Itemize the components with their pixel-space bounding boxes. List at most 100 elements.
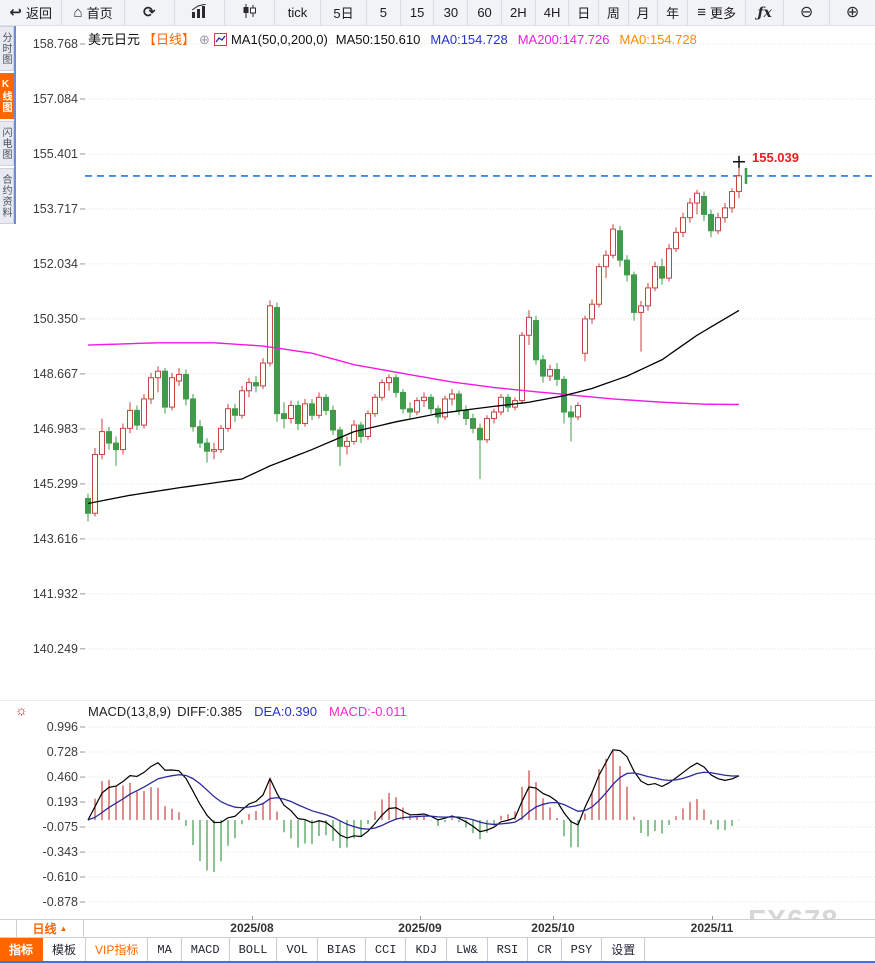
refresh-button[interactable]: ⟳ bbox=[125, 0, 175, 25]
tab-boll[interactable]: BOLL bbox=[230, 938, 278, 961]
sidebar-tab-timeshare[interactable]: 分时图 bbox=[0, 26, 14, 71]
indicator-fx-button[interactable]: ƒx bbox=[746, 0, 785, 25]
back-button[interactable]: ↩ 返回 bbox=[0, 0, 63, 25]
period-week-button-label: 周 bbox=[606, 6, 620, 21]
sidebar-tab-lightning[interactable]: 闪电图 bbox=[0, 121, 14, 166]
x-axis-date-label: 2025/11 bbox=[690, 921, 734, 935]
period-15-button[interactable]: 15 bbox=[401, 0, 435, 25]
candlestick-type-button[interactable] bbox=[225, 0, 275, 25]
tab-indicator[interactable]: 指标 bbox=[0, 938, 44, 961]
tab-vol[interactable]: VOL bbox=[277, 938, 319, 961]
macd-axis-label: 0.728 bbox=[47, 745, 78, 759]
main-grid: 158.768 157.084 155.401 153.717 152.034 150.3… bbox=[33, 37, 875, 656]
zoom-out-button[interactable]: ⊖ bbox=[784, 0, 831, 25]
tab-psy[interactable]: PSY bbox=[562, 938, 603, 961]
period-4h-button[interactable]: 4H bbox=[536, 0, 570, 25]
macd-settings-icon[interactable]: ☼ bbox=[15, 702, 28, 718]
period-4h-button-label: 4H bbox=[543, 5, 561, 20]
ma0-blue-value: MA0:154.728 bbox=[430, 32, 508, 47]
price-axis-label: 143.616 bbox=[33, 532, 78, 546]
x-axis-tick bbox=[553, 916, 554, 920]
price-axis-label: 153.717 bbox=[33, 202, 78, 216]
ma50-value: MA50:150.610 bbox=[335, 32, 421, 47]
price-axis-label: 152.034 bbox=[33, 257, 78, 271]
period-day-button-label: 日 bbox=[577, 6, 591, 21]
tab-template[interactable]: 模板 bbox=[43, 938, 87, 961]
home-button[interactable]: ⌂ 首页 bbox=[62, 0, 125, 25]
period-60-button-label: 60 bbox=[477, 5, 492, 20]
tab-cci[interactable]: CCI bbox=[366, 938, 407, 961]
sidebar-tab-kline[interactable]: K线图 bbox=[0, 73, 14, 119]
period-30-button[interactable]: 30 bbox=[434, 0, 469, 25]
more-button[interactable]: ≡ 更多 bbox=[688, 0, 747, 25]
chart-type-sidebar: 分时图 K线图闪电图合约资料 bbox=[0, 26, 16, 224]
tab-macd[interactable]: MACD bbox=[182, 938, 230, 961]
last-price-marker bbox=[733, 155, 748, 184]
macd-axis-label: -0.610 bbox=[43, 870, 78, 884]
period-month-button[interactable]: 月 bbox=[629, 0, 659, 25]
period-60-button[interactable]: 60 bbox=[468, 0, 502, 25]
ma200-value: MA200:147.726 bbox=[517, 32, 610, 47]
price-axis-label: 157.084 bbox=[33, 92, 78, 106]
period-week-button[interactable]: 周 bbox=[599, 0, 629, 25]
top-toolbar: ↩ 返回 ⌂ 首页 ⟳ tick 5日 5 15 30 60 2H 4H 日周月年 ≡ 更多 ƒx ⊖ ⊕ bbox=[0, 0, 875, 26]
tab-settings[interactable]: 设置 bbox=[602, 938, 646, 961]
ma50-line bbox=[87, 309, 740, 505]
bar-chart-type-button[interactable] bbox=[175, 0, 225, 25]
price-axis-label: 148.667 bbox=[33, 367, 78, 381]
tab-rsi[interactable]: RSI bbox=[488, 938, 529, 961]
period-tick-button[interactable]: tick bbox=[275, 0, 321, 25]
x-axis-tick bbox=[712, 916, 713, 920]
add-overlay-icon[interactable]: ⊕ bbox=[199, 32, 210, 47]
period-month-button-label: 月 bbox=[636, 6, 650, 21]
price-axis-label: 158.768 bbox=[33, 37, 78, 51]
pane-separator bbox=[0, 700, 875, 701]
home-icon: ⌂ bbox=[73, 4, 83, 21]
price-axis-label: 140.249 bbox=[33, 642, 78, 656]
zoom-in-button[interactable]: ⊕ bbox=[830, 0, 875, 25]
price-axis-label: 155.401 bbox=[33, 147, 78, 161]
period-2h-button-label: 2H bbox=[509, 5, 527, 20]
macd-axis-label: -0.878 bbox=[43, 895, 78, 909]
period-day-button[interactable]: 日 bbox=[569, 0, 600, 25]
zoom-out-icon: ⊖ bbox=[799, 3, 814, 21]
period-5-button[interactable]: 5 bbox=[367, 0, 401, 25]
chevron-up-icon: ▲ bbox=[59, 924, 68, 933]
back-icon: ↩ bbox=[9, 4, 22, 21]
tab-cr[interactable]: CR bbox=[528, 938, 562, 961]
macd-diff-line bbox=[87, 749, 740, 839]
macd-dea-value: DEA:0.390 bbox=[254, 704, 317, 719]
more-button-label: 更多 bbox=[709, 6, 736, 21]
menu-icon: ≡ bbox=[697, 4, 706, 21]
macd-header: MACD(13,8,9) DIFF:0.385 DEA:0.390 MACD:-0.0… bbox=[88, 704, 407, 719]
ma200-line bbox=[87, 342, 740, 406]
date-axis-row: 日线 ▲ 2025/08 2025/09 2025/10 2025/11 bbox=[0, 916, 875, 938]
period-2h-button[interactable]: 2H bbox=[502, 0, 536, 25]
candlestick-icon bbox=[242, 4, 257, 21]
tab-vip-indicator[interactable]: VIP指标 bbox=[86, 938, 149, 961]
bar-chart-icon bbox=[191, 3, 208, 21]
x-axis-tick bbox=[420, 916, 421, 920]
tab-lw[interactable]: LW& bbox=[447, 938, 488, 961]
tab-bias[interactable]: BIAS bbox=[318, 938, 366, 961]
macd-axis-label: 0.460 bbox=[47, 770, 78, 784]
tab-kdj[interactable]: KDJ bbox=[406, 938, 448, 961]
period-selector-button[interactable]: 日线 ▲ bbox=[16, 920, 84, 937]
toolbar-spacer bbox=[645, 938, 875, 961]
period-5d-button[interactable]: 5日 bbox=[321, 0, 367, 25]
period-year-button[interactable]: 年 bbox=[658, 0, 688, 25]
candlestick-series bbox=[85, 165, 742, 522]
x-axis-tick bbox=[252, 916, 253, 920]
macd-dea-line bbox=[87, 771, 740, 830]
ma-indicator-icon[interactable] bbox=[213, 33, 227, 49]
tab-ma[interactable]: MA bbox=[148, 938, 182, 961]
ma-settings-label: MA1(50,0,200,0) bbox=[230, 32, 328, 47]
macd-axis-label: 0.193 bbox=[47, 795, 78, 809]
price-axis-label: 145.299 bbox=[33, 477, 78, 491]
period-year-button-label: 年 bbox=[666, 6, 680, 21]
ma0-orange-value: MA0:154.728 bbox=[619, 32, 697, 47]
symbol-name: 美元日元 bbox=[88, 32, 141, 47]
sidebar-tab-contract-info[interactable]: 合约资料 bbox=[0, 168, 14, 224]
